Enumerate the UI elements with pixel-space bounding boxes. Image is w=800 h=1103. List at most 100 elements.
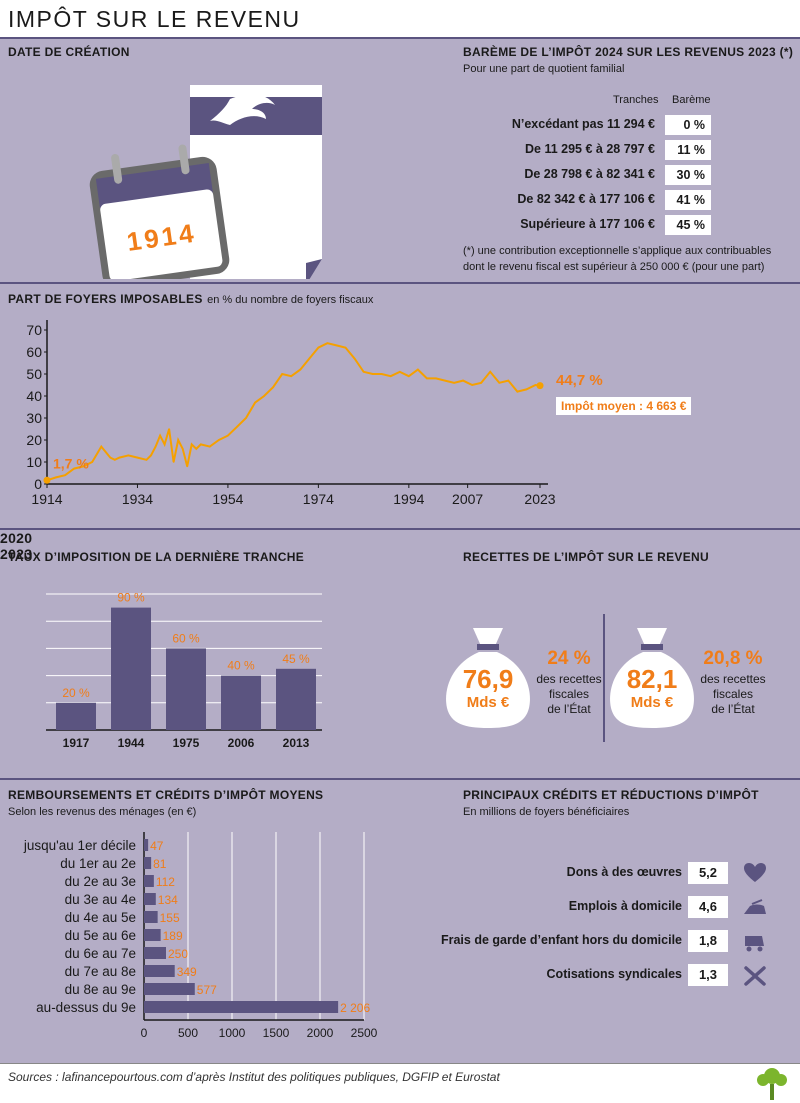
credit-value: 1,3 <box>688 964 728 986</box>
bareme-taux: 41 % <box>665 190 711 210</box>
data-point <box>186 465 189 468</box>
col-bareme: Barème <box>672 94 711 106</box>
x-tick-label: 1954 <box>212 491 243 507</box>
x-tick-label: 500 <box>178 1026 198 1040</box>
y-tick-label: 20 <box>26 432 42 448</box>
foyers-end-label: 44,7 % <box>556 372 603 389</box>
data-point <box>398 371 401 373</box>
hbar-category-label: du 1er au 2e <box>60 856 136 871</box>
iron-icon <box>744 899 766 914</box>
data-point <box>82 465 84 468</box>
y-tick-label: 40 <box>26 388 42 404</box>
rembours-hbar-chart: 0 500 1000 1500 2000 2500 47 jusqu'au 1er décil… <box>23 832 378 1040</box>
start-label: 1,7 % <box>53 455 89 471</box>
recettes-desc: de l’État <box>547 702 591 716</box>
data-point <box>362 371 365 373</box>
credit-value: 4,6 <box>688 896 728 918</box>
hbar <box>144 1001 339 1013</box>
bar-value-label: 60 % <box>172 631 200 645</box>
data-point <box>172 461 175 463</box>
x-tick-label: 1500 <box>263 1026 290 1040</box>
recettes-desc: de l’État <box>711 702 755 716</box>
data-point <box>480 382 483 384</box>
hbar-category-label: au-dessus du 9e <box>36 1000 136 1015</box>
data-point <box>190 443 193 446</box>
hbar <box>144 929 161 941</box>
y-tick-label: 0 <box>34 476 42 492</box>
data-point <box>150 454 152 457</box>
hbar <box>144 893 156 905</box>
bar-value-label: 40 % <box>227 659 255 673</box>
data-point <box>281 373 283 375</box>
data-point <box>272 386 274 388</box>
section-foyers: PART DE FOYERS IMPOSABLES en % du nombre… <box>0 284 800 528</box>
series-line <box>46 342 541 482</box>
data-point <box>209 445 211 448</box>
end-point <box>536 382 544 390</box>
data-point <box>417 368 419 371</box>
data-point <box>127 454 130 457</box>
divider <box>0 1063 800 1064</box>
data-point <box>199 443 202 446</box>
x-tick-label: 2007 <box>452 491 483 507</box>
data-point <box>218 439 220 441</box>
hbar-category-label: du 4e au 5e <box>65 910 136 925</box>
data-point <box>353 357 356 360</box>
y-tick-label: 50 <box>26 366 42 382</box>
hbar-category-label: du 8e au 9e <box>65 982 136 997</box>
bar-value-label: 45 % <box>282 652 310 666</box>
data-point <box>109 456 112 459</box>
data-point <box>371 373 374 375</box>
credit-label: Frais de garde d’enfant hors du domicile <box>440 933 682 947</box>
data-point <box>380 373 383 375</box>
recettes-share: 20,8 % <box>703 648 763 669</box>
bareme-tranche: De 82 342 € à 177 106 € <box>517 192 655 206</box>
data-point <box>195 448 198 450</box>
recettes-desc: fiscales <box>548 687 589 701</box>
bar-value-label: 90 % <box>117 591 145 605</box>
data-point <box>64 474 66 476</box>
data-point <box>507 379 510 382</box>
hbar <box>144 947 166 959</box>
section-rembours-credits: REMBOURSEMENTS ET CRÉDITS D’IMPÔT MOYENS… <box>0 780 800 1063</box>
recettes-amount: 82,1 <box>626 664 678 694</box>
data-point <box>471 384 473 386</box>
divider <box>0 37 800 39</box>
data-point <box>55 476 57 479</box>
hbar-value-label: 349 <box>177 965 197 979</box>
bar-category-label: 1917 <box>63 736 90 750</box>
bar <box>56 702 96 730</box>
bar <box>166 648 206 730</box>
hbar-value-label: 189 <box>163 929 183 943</box>
x-tick-label: 2023 <box>524 491 555 507</box>
y-tick-label: 60 <box>26 344 42 360</box>
bar <box>111 607 151 730</box>
recettes-desc: des recettes <box>700 672 766 686</box>
y-tick-label: 70 <box>26 322 42 338</box>
start-point <box>43 476 51 484</box>
credits-subtitle: En millions de foyers bénéficiaires <box>463 806 630 818</box>
data-point <box>114 459 116 461</box>
data-point <box>181 448 184 450</box>
credit-value: 5,2 <box>688 862 728 884</box>
x-tick-label: 1000 <box>219 1026 246 1040</box>
recettes-divider <box>603 614 605 742</box>
recettes-share: 24 % <box>547 648 591 669</box>
data-point <box>326 342 329 344</box>
recettes-desc: fiscales <box>712 687 753 701</box>
data-point <box>444 379 446 382</box>
data-point <box>344 346 347 349</box>
hbar-value-label: 2 206 <box>340 1001 370 1015</box>
bar <box>221 675 261 730</box>
recettes-amount: 76,9 <box>462 664 514 694</box>
credits-heading: PRINCIPAUX CRÉDITS ET RÉDUCTIONS D’IMPÔT <box>463 788 759 802</box>
bareme-tranche: N’excédant pas 11 294 € <box>511 117 655 131</box>
data-point <box>525 388 528 391</box>
rembours-subtitle: Selon les revenus des ménages (en €) <box>8 806 197 818</box>
bar-category-label: 2006 <box>228 736 255 750</box>
foyers-line-chart: 0 10 20 30 40 50 60 70 1914 1934 1954 1974 1994 2007 2… <box>26 320 556 507</box>
data-point <box>159 434 161 437</box>
data-point <box>136 456 139 459</box>
recettes-unit: Mds € <box>466 694 510 711</box>
hbar-value-label: 134 <box>158 893 178 907</box>
